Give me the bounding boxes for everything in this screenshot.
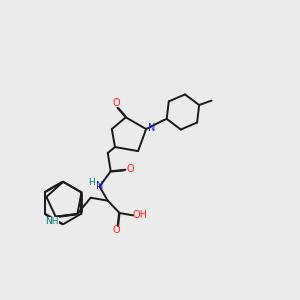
Text: N: N <box>96 181 104 191</box>
Text: H: H <box>88 178 95 188</box>
Text: NH: NH <box>45 218 59 226</box>
Text: OH: OH <box>132 209 147 220</box>
Text: O: O <box>112 98 120 108</box>
Text: N: N <box>148 124 155 134</box>
Text: O: O <box>113 225 120 236</box>
Text: O: O <box>127 164 134 174</box>
